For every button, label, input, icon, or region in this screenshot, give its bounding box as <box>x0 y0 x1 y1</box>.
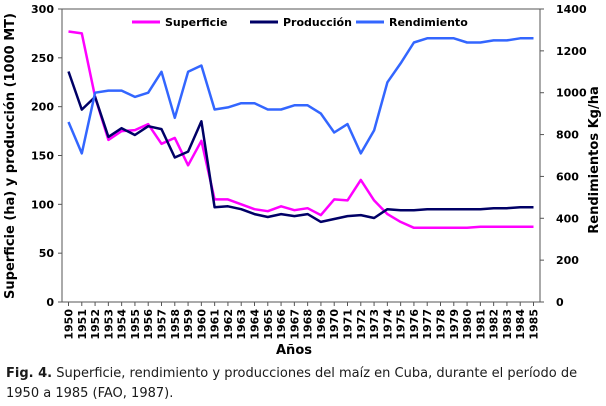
plot-area <box>61 8 541 303</box>
y-left-tick-label: 250 <box>31 52 54 65</box>
legend-label: Superficie <box>165 16 227 29</box>
x-tick-label: 1982 <box>488 309 501 340</box>
x-tick-label: 1976 <box>408 309 421 340</box>
right-y-axis: 0 200 400 600 800 1000 1200 1400 <box>540 3 587 309</box>
x-tick-label: 1984 <box>514 309 527 340</box>
x-tick-label: 1961 <box>209 309 222 340</box>
x-tick-label: 1955 <box>129 309 142 340</box>
x-tick-label: 1965 <box>262 309 275 340</box>
plot-border <box>61 8 541 303</box>
y-left-tick-label: 200 <box>31 101 54 114</box>
y-right-tick-label: 800 <box>556 129 579 142</box>
x-tick-label: 1981 <box>474 309 487 340</box>
x-tick-label: 1978 <box>435 309 448 340</box>
x-tick-label: 1950 <box>63 309 76 340</box>
series-layer <box>67 30 534 230</box>
y-right-tick-label: 1400 <box>556 3 587 16</box>
x-tick-label: 1967 <box>288 309 301 340</box>
x-tick-label: 1980 <box>461 309 474 340</box>
x-tick-label: 1963 <box>235 309 248 340</box>
x-tick-label: 1956 <box>142 309 155 340</box>
x-tick-label: 1970 <box>328 309 341 340</box>
y-right-tick-label: 200 <box>556 254 579 267</box>
y-left-tick-label: 100 <box>31 198 54 211</box>
legend: Superficie Producción Rendimiento <box>132 16 468 29</box>
x-tick-label: 1983 <box>501 309 514 340</box>
x-tick-label: 1964 <box>249 309 262 340</box>
legend-label: Rendimiento <box>389 16 468 29</box>
y-right-tick-label: 0 <box>556 296 564 309</box>
x-tick-label: 1969 <box>315 309 328 340</box>
y-left-tick-label: 300 <box>31 3 54 16</box>
x-tick-label: 1959 <box>182 309 195 340</box>
y-right-tick-label: 600 <box>556 170 579 183</box>
x-tick-label: 1979 <box>448 309 461 340</box>
x-tick-label: 1951 <box>76 309 89 340</box>
figure-caption-text: Superficie, rendimiento y producciones d… <box>6 366 578 401</box>
y-axis-left-title: Superficie (ha) y producción (1000 MT) <box>3 13 18 299</box>
y-right-tick-label: 400 <box>556 212 579 225</box>
x-tick-label: 1975 <box>395 309 408 340</box>
x-tick-label: 1972 <box>355 309 368 340</box>
figure-caption: Fig. 4. Superficie, rendimiento y produc… <box>6 364 600 404</box>
x-tick-label: 1957 <box>156 309 169 340</box>
x-tick-label: 1960 <box>195 309 208 340</box>
legend-label: Producción <box>283 16 352 29</box>
x-tick-label: 1968 <box>302 309 315 340</box>
y-left-tick-label: 150 <box>31 150 54 163</box>
x-tick-label: 1973 <box>368 309 381 340</box>
x-tick-label: 1974 <box>381 309 394 340</box>
x-tick-label: 1958 <box>169 309 182 340</box>
figure-label: Fig. 4. <box>6 366 53 381</box>
x-tick-label: 1977 <box>421 309 434 340</box>
y-right-tick-label: 1200 <box>556 45 587 58</box>
x-tick-label: 1985 <box>528 309 541 340</box>
y-left-tick-label: 0 <box>46 296 54 309</box>
y-right-tick-label: 1000 <box>556 87 587 100</box>
series-line-superficie <box>68 30 534 230</box>
y-axis-right-title: Rendimientos Kg/ha <box>587 86 602 233</box>
left-y-axis: 0 50 100 150 200 250 300 <box>31 3 62 309</box>
y-left-tick-label: 50 <box>39 247 55 260</box>
series-line-rendimiento <box>67 37 534 155</box>
x-tick-label: 1952 <box>89 309 102 340</box>
x-tick-label: 1953 <box>102 309 115 340</box>
x-tick-label: 1966 <box>275 309 288 340</box>
x-tick-label: 1954 <box>116 309 129 340</box>
x-axis: 1950 1951 1952 1953 1954 1955 1956 1957 1958 1959… <box>63 302 541 340</box>
series-line-producción <box>67 71 534 224</box>
chart: 0 50 100 150 200 250 300 0 200 400 600 800 1000 1200… <box>3 3 602 358</box>
x-axis-title: Años <box>276 343 312 358</box>
x-tick-label: 1962 <box>222 309 235 340</box>
x-tick-label: 1971 <box>342 309 355 340</box>
